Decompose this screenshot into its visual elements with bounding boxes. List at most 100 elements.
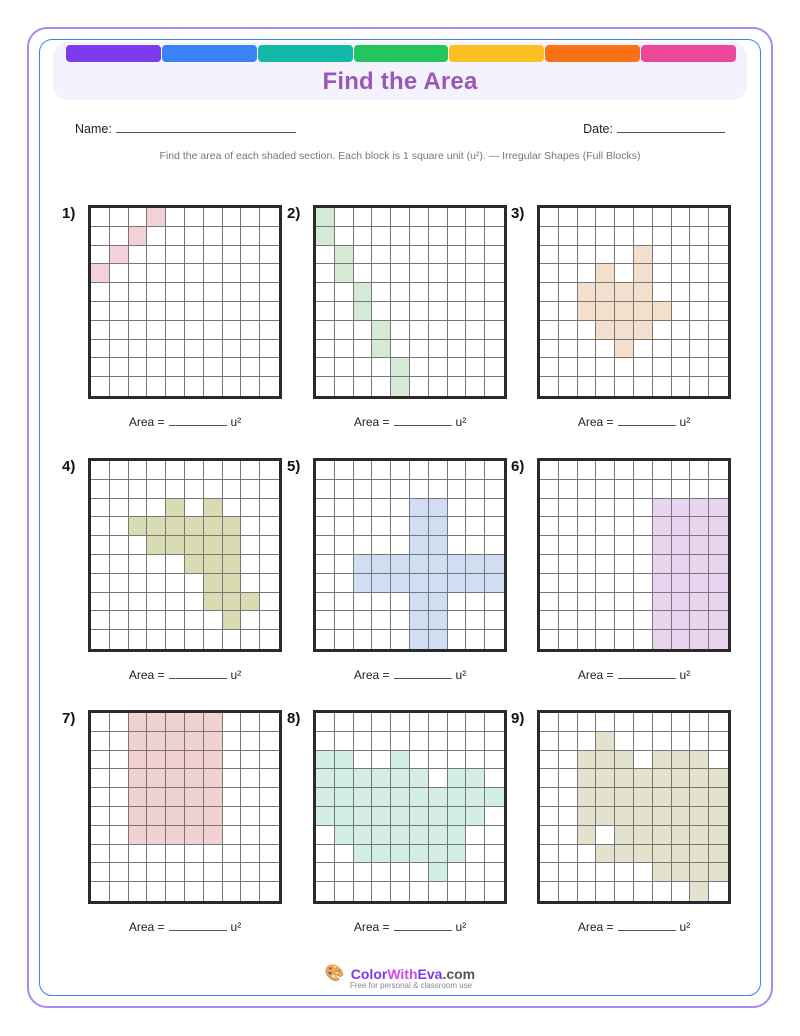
grid-cell bbox=[334, 844, 354, 864]
grid-cell bbox=[577, 358, 597, 378]
grid-cell bbox=[372, 882, 392, 901]
grid-cell bbox=[260, 630, 279, 649]
grid-cell bbox=[409, 750, 429, 770]
grid-cell-shaded bbox=[633, 320, 653, 340]
grid-cell bbox=[91, 731, 110, 751]
area-answer-blank[interactable] bbox=[617, 921, 676, 931]
grid-cell bbox=[166, 320, 185, 340]
brand-part-eva: Eva bbox=[417, 966, 443, 982]
grid-cell-shaded bbox=[615, 825, 634, 845]
grid-cell bbox=[147, 844, 167, 864]
grid-cell bbox=[540, 320, 559, 340]
grid-cell bbox=[184, 592, 204, 612]
grid-cell-shaded bbox=[166, 498, 185, 518]
grid-cell bbox=[577, 592, 597, 612]
grid-cell bbox=[652, 245, 672, 265]
grid-cell bbox=[372, 517, 392, 537]
area-unit: u² bbox=[455, 920, 467, 934]
grid-cell bbox=[652, 479, 672, 499]
grid-cell-shaded bbox=[184, 825, 204, 845]
grid-cell-shaded bbox=[372, 320, 392, 340]
grid-cell bbox=[447, 320, 467, 340]
grid-cell bbox=[596, 358, 616, 378]
grid-cell-shaded bbox=[615, 788, 634, 807]
grid-cell bbox=[316, 301, 335, 321]
name-field[interactable]: Name: bbox=[75, 121, 296, 136]
grid-cell bbox=[316, 517, 335, 537]
area-grid bbox=[537, 710, 731, 904]
grid-cell bbox=[671, 208, 691, 227]
grid-cell bbox=[428, 731, 448, 751]
grid-cell bbox=[559, 882, 578, 901]
date-blank[interactable] bbox=[617, 121, 725, 133]
area-answer-blank[interactable] bbox=[168, 921, 227, 931]
grid-cell bbox=[222, 208, 242, 227]
area-grid bbox=[313, 458, 507, 652]
grid-cell bbox=[334, 358, 354, 378]
area-prefix: Area = bbox=[128, 668, 165, 682]
grid-cell bbox=[372, 283, 392, 302]
grid-cell-shaded bbox=[128, 517, 148, 537]
grid-cell bbox=[166, 264, 185, 284]
grid-cell-shaded bbox=[409, 630, 429, 649]
grid-cell-shaded bbox=[372, 844, 392, 864]
grid-cell-shaded bbox=[690, 630, 710, 649]
grid-cell bbox=[447, 713, 467, 732]
grid-cell bbox=[166, 208, 185, 227]
grid-cell bbox=[485, 461, 504, 480]
grid-cell bbox=[485, 246, 504, 265]
problem-6: 6) Area = u² bbox=[511, 458, 741, 698]
grid-cell bbox=[671, 320, 691, 340]
grid-cell-shaded bbox=[652, 806, 672, 826]
grid-cell bbox=[372, 264, 392, 284]
grid-cell bbox=[577, 536, 597, 555]
grid-cell bbox=[690, 264, 710, 284]
grid-cell bbox=[260, 264, 279, 284]
grid-cell bbox=[558, 573, 578, 593]
grid-cell bbox=[109, 536, 129, 555]
area-answer-blank[interactable] bbox=[168, 669, 227, 679]
name-blank[interactable] bbox=[115, 121, 296, 133]
area-answer-blank[interactable] bbox=[393, 669, 452, 679]
grid-cell bbox=[260, 536, 279, 555]
area-answer-blank[interactable] bbox=[168, 416, 227, 426]
grid-cell bbox=[203, 358, 223, 378]
area-prefix: Area = bbox=[353, 668, 390, 682]
grid-cell bbox=[241, 245, 261, 265]
area-answer: Area = u² bbox=[537, 415, 731, 429]
area-answer-blank[interactable] bbox=[393, 416, 452, 426]
grid-cell bbox=[203, 283, 223, 302]
grid-cell-shaded bbox=[690, 611, 710, 631]
grid-cell-shaded bbox=[709, 517, 728, 537]
grid-cell-shaded bbox=[690, 554, 710, 574]
grid-cell-shaded bbox=[428, 554, 448, 574]
grid-cell-shaded bbox=[466, 806, 486, 826]
area-answer-blank[interactable] bbox=[617, 669, 676, 679]
brand-logo: 🎨 ColorWithEva.com bbox=[325, 966, 475, 983]
grid-cell bbox=[109, 264, 129, 284]
grid-cell-shaded bbox=[147, 517, 167, 537]
grid-cell bbox=[409, 713, 429, 732]
grid-cell bbox=[128, 479, 148, 499]
grid-cell-shaded bbox=[203, 825, 223, 845]
grid-cell bbox=[260, 863, 279, 883]
grid-cell bbox=[633, 731, 653, 751]
date-field[interactable]: Date: bbox=[583, 121, 725, 136]
grid-cell bbox=[485, 499, 504, 518]
grid-cell-shaded bbox=[222, 517, 242, 537]
area-answer-blank[interactable] bbox=[393, 921, 452, 931]
grid-cell-shaded bbox=[222, 573, 242, 593]
grid-cell bbox=[428, 479, 448, 499]
grid-cell bbox=[540, 788, 559, 807]
grid-cell-shaded bbox=[128, 750, 148, 770]
grid-cell-shaded bbox=[147, 825, 167, 845]
area-grid bbox=[313, 710, 507, 904]
problem-7: 7) Area = u² bbox=[62, 710, 292, 950]
grid-cell bbox=[316, 882, 335, 901]
area-answer-blank[interactable] bbox=[617, 416, 676, 426]
grid-cell bbox=[596, 863, 616, 883]
grid-cell bbox=[466, 226, 486, 246]
grid-cell bbox=[91, 339, 110, 359]
grid-cell bbox=[428, 750, 448, 770]
grid-cell bbox=[391, 863, 410, 883]
